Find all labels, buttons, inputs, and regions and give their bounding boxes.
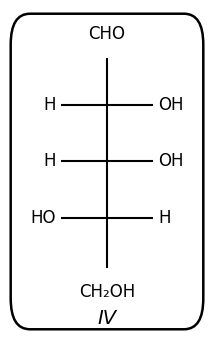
Text: H: H	[43, 152, 56, 170]
Text: H: H	[158, 209, 171, 227]
FancyBboxPatch shape	[11, 14, 203, 329]
Text: OH: OH	[158, 152, 184, 170]
Text: CH₂OH: CH₂OH	[79, 283, 135, 301]
Text: CHO: CHO	[89, 25, 125, 43]
Text: IV: IV	[97, 309, 117, 329]
Text: OH: OH	[158, 96, 184, 114]
Text: H: H	[43, 96, 56, 114]
Text: HO: HO	[30, 209, 56, 227]
